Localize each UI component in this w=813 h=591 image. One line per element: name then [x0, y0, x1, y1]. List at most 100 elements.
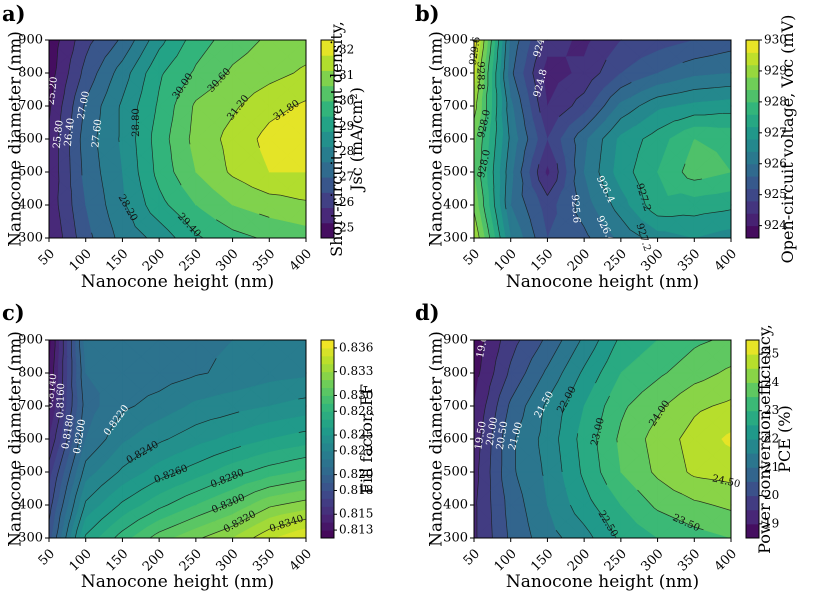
contour-line: [61, 91, 65, 107]
y-tick-label: 600: [18, 132, 43, 147]
contour-line: [90, 39, 95, 45]
y-tick-label: 900: [443, 33, 468, 48]
x-axis-label: Nanocone height (nm): [506, 272, 699, 292]
x-tick-label: 350: [675, 546, 703, 574]
contour-line: [79, 134, 82, 140]
x-tick-label: 100: [67, 546, 95, 574]
colorbar-band: [321, 403, 334, 412]
y-tick-label: 500: [443, 465, 468, 480]
contour-line: [119, 97, 123, 105]
contour-line: [519, 97, 522, 107]
contour-line: [629, 229, 644, 239]
contour-line: [620, 82, 632, 88]
contour-line: [574, 146, 577, 164]
contour-line: [151, 145, 154, 167]
contour-line: [492, 171, 495, 188]
colorbar-band: [321, 474, 334, 484]
contour-line: [55, 415, 61, 433]
contour-band: [510, 171, 514, 206]
contour-band: [122, 339, 142, 374]
colorbar-band: [746, 89, 759, 103]
colorbar-band: [321, 363, 334, 373]
contour-line: [495, 86, 498, 94]
contour-line: [711, 54, 715, 56]
colorbar-tick-label: 0.818: [339, 483, 373, 497]
contour-line: [583, 79, 593, 93]
y-tick-label: 400: [443, 198, 468, 213]
y-tick-label: 700: [18, 99, 43, 114]
contour-line: [59, 405, 62, 416]
colorbar-band: [321, 514, 334, 523]
contour-line: [189, 109, 193, 134]
contour-line: [56, 47, 59, 67]
contour-line: [573, 133, 579, 140]
contour-line: [687, 177, 695, 181]
x-tick-label: 250: [602, 546, 630, 574]
contour-line: [62, 352, 64, 361]
contour-line: [678, 114, 695, 121]
contour-line: [125, 204, 130, 212]
contour-line: [232, 517, 248, 527]
contour-line: [574, 163, 576, 173]
contour-line: [141, 187, 143, 190]
contour-line: [232, 499, 239, 503]
y-tick-label: 300: [443, 531, 468, 546]
contour-line: [503, 79, 508, 103]
colorbar-band: [321, 100, 334, 117]
contour-line: [135, 138, 137, 152]
contour-line: [112, 229, 116, 239]
x-tick-label: 400: [287, 246, 315, 274]
contour-line: [232, 411, 240, 415]
contour-line: [574, 204, 576, 213]
y-tick-label: 900: [18, 333, 43, 348]
contour-band: [547, 213, 567, 239]
contour-line: [80, 377, 84, 404]
contour-band: [85, 372, 105, 394]
contour-line: [247, 39, 261, 54]
colorbar-band: [321, 411, 334, 420]
y-tick-label: 600: [18, 432, 43, 447]
colorbar-band: [746, 213, 759, 227]
contour-band: [195, 398, 204, 407]
contour-line: [82, 469, 84, 473]
contour-line: [269, 506, 272, 508]
contour-line: [269, 80, 278, 85]
colorbar-band: [321, 395, 334, 404]
colorbar-tick-label: 0.833: [339, 364, 373, 378]
contour-line: [98, 159, 101, 173]
colorbar-label-line: Open-circuit voltage, Voc (mV): [778, 15, 797, 264]
colorbar-tick-label: 0.828: [339, 404, 373, 418]
contour-line: [605, 191, 613, 206]
contour-line: [298, 397, 307, 400]
x-tick-label: 350: [675, 246, 703, 274]
contour-label: 928.8: [475, 61, 486, 90]
contour-line: [650, 210, 658, 217]
contour-line: [651, 129, 658, 135]
colorbar-tick-label: 929: [764, 63, 787, 77]
contour-line: [60, 226, 64, 239]
contour-band: [491, 72, 497, 90]
contour-line: [192, 103, 194, 107]
colorbar-band: [321, 146, 334, 163]
contour-line: [62, 489, 67, 506]
x-axis: 50 100 150 200 250 300 350 400 Nanocone height (…: [36, 238, 315, 292]
contour-line: [497, 226, 501, 239]
contour-band: [620, 125, 636, 140]
contour-line: [50, 504, 53, 508]
colorbar-band: [321, 192, 334, 209]
x-axis-label: Nanocone height (nm): [81, 572, 274, 591]
contour-band: [158, 486, 178, 506]
contour-line: [480, 48, 484, 68]
contour-line: [136, 151, 138, 159]
contour-line: [611, 204, 616, 211]
contour-band: [62, 419, 68, 428]
contour-line: [72, 96, 76, 107]
contour-line: [280, 194, 300, 200]
contour-line: [259, 213, 270, 218]
contour-line: [538, 105, 541, 113]
contour-line: [122, 454, 140, 468]
contour-line: [599, 59, 607, 74]
